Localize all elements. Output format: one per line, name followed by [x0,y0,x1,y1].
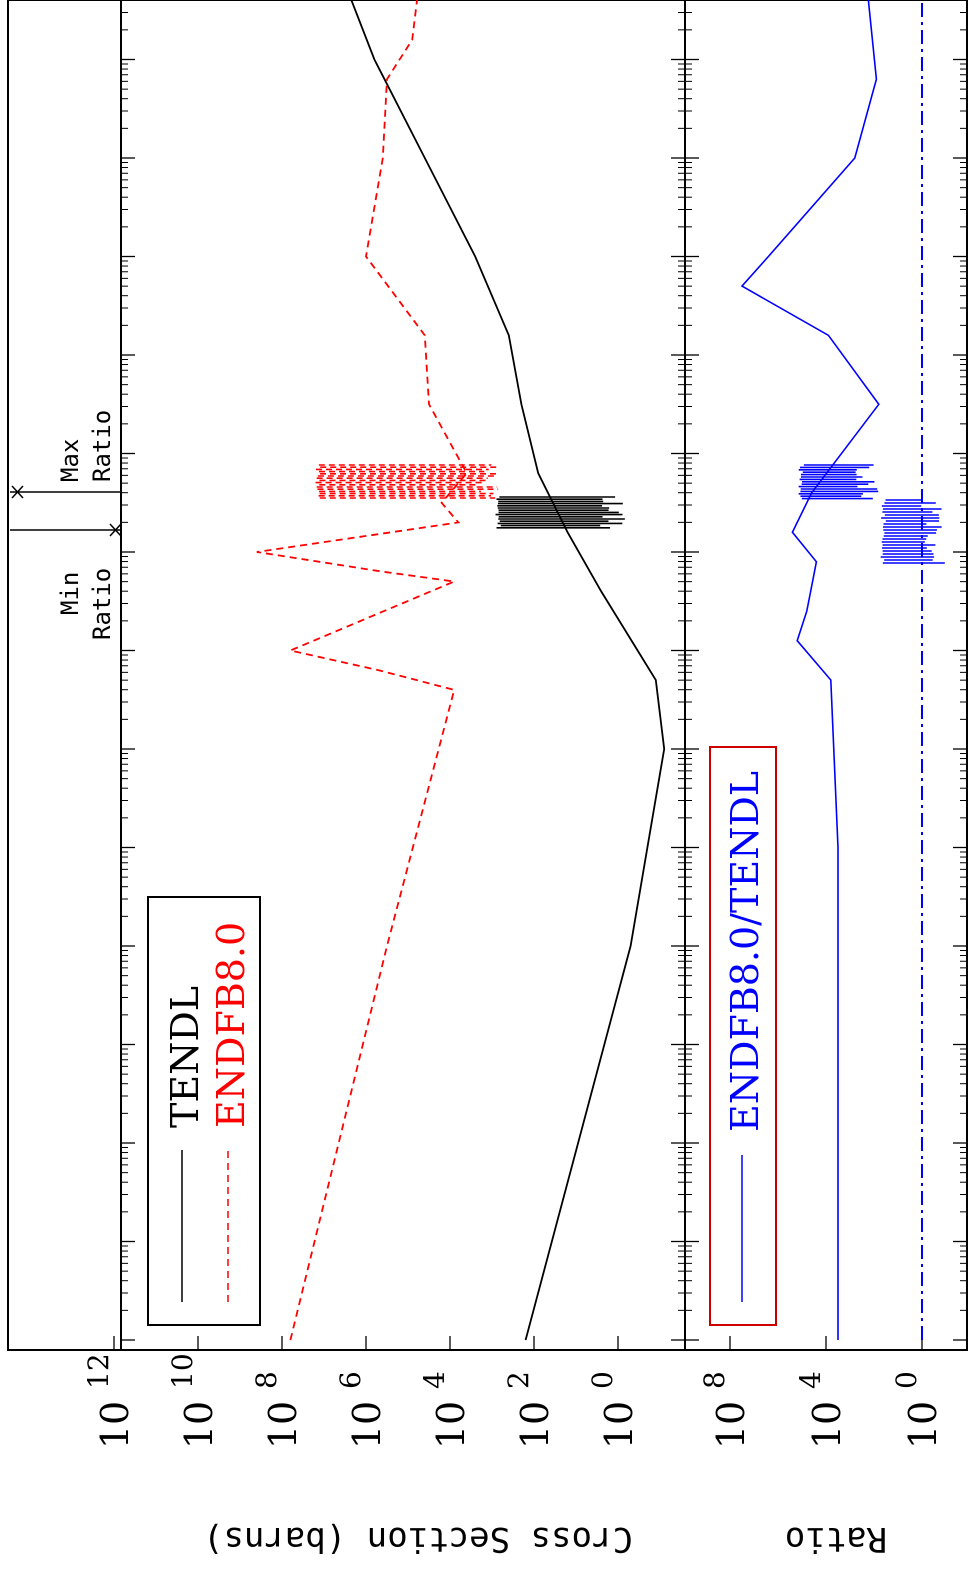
series-layer [215,0,945,1340]
cross-section-y-label-2-base: 10 [429,1401,473,1449]
cross-section-axis-title: Cross Section (barns) [203,1519,633,1559]
cross-section-y-label-0-base: 10 [597,1401,641,1449]
ratio-y-label-1-exp: 4 [794,1371,827,1389]
tendl-resonance-band [496,497,625,528]
legend-top: TENDL ENDFB8.0 [148,897,260,1325]
min-ratio-label-2: Ratio [88,568,116,640]
min-ratio-label-1: Min [56,572,84,615]
ratio-y-label-2-exp: 8 [698,1371,731,1389]
cross-section-y-label-6-base: 10 [93,1401,137,1449]
cross-section-y-label-1-exp: 2 [502,1371,535,1389]
cross-section-y-label-4-exp: 8 [250,1371,283,1389]
series-tendl [215,0,664,1340]
legend-label-endfb: ENDFB8.0 [209,922,253,1128]
ratio-y-label-0-exp: 0 [890,1371,923,1389]
max-ratio-label-1: Max [56,439,84,482]
y-ticks [114,1336,922,1350]
cross-section-y-label-2-exp: 4 [418,1371,451,1389]
y-axis-tick-labels: 10010210410610810101012100104108 [82,1353,945,1449]
legend-bottom: ENDFB8.0/TENDL [710,747,776,1325]
ratio-resonance-band-b [881,500,945,563]
cross-section-y-label-5-base: 10 [177,1401,221,1449]
max-ratio-label-2: Ratio [88,410,116,482]
cross-section-y-label-3-base: 10 [345,1401,389,1449]
cross-section-y-label-0: 10 0 [586,1371,641,1449]
ratio-axis-title: Ratio [785,1519,887,1559]
legend-label-tendl: TENDL [163,986,207,1128]
ratio-range-marker [10,486,121,536]
cross-section-y-label-4: 10 8 [250,1371,305,1449]
cross-section-y-label-3: 10 6 [334,1371,389,1449]
endfb-resonance-band [316,465,499,498]
cross-section-y-label-3-exp: 6 [334,1371,367,1389]
cross-section-y-label-4-base: 10 [261,1401,305,1449]
ratio-y-label-2-base: 10 [709,1401,753,1449]
cross-section-y-label-1: 10 2 [502,1371,557,1449]
series-endfb8-0 [257,0,467,1340]
cross-section-y-label-1-base: 10 [513,1401,557,1449]
ratio-y-label-0: 10 0 [890,1371,945,1449]
cross-section-y-label-6: 1012 [82,1353,137,1449]
cross-section-y-label-6-exp: 12 [82,1353,115,1389]
legend-label-ratio: ENDFB8.0/TENDL [723,771,767,1132]
cross-section-y-label-0-exp: 0 [586,1371,619,1389]
cross-section-y-label-5-exp: 10 [166,1353,199,1389]
ratio-y-label-1: 10 4 [794,1371,849,1449]
cross-section-y-label-2: 10 4 [418,1371,473,1449]
cross-section-y-label-5: 1010 [166,1353,221,1449]
top-strip [8,0,121,1350]
ratio-y-label-1-base: 10 [805,1401,849,1449]
ratio-y-label-0-base: 10 [901,1401,945,1449]
ratio-y-label-2: 10 8 [698,1371,753,1449]
